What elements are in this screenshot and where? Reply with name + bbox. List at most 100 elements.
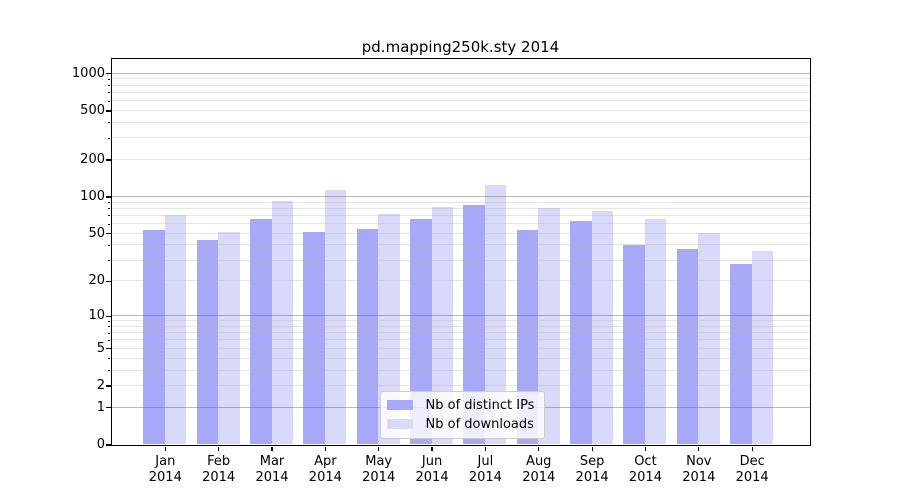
y-minor-tick xyxy=(107,326,111,328)
y-minor-tick xyxy=(107,208,111,210)
bar-distinct-ips xyxy=(250,219,272,445)
gridline-minor xyxy=(111,110,810,111)
y-minor-tick xyxy=(107,385,111,387)
y-tick-label: 500 xyxy=(80,103,105,118)
gridline-minor xyxy=(111,259,810,261)
x-tick-month: Aug xyxy=(526,454,552,469)
x-tick-month: Oct xyxy=(634,454,657,469)
x-tick-label: Aug 2014 xyxy=(512,454,566,485)
gridline-minor xyxy=(111,223,810,225)
x-tick-year: 2014 xyxy=(308,469,342,485)
bar-downloads xyxy=(698,233,720,445)
y-minor-tick xyxy=(107,332,111,334)
bar-downloads xyxy=(591,211,614,445)
bar-distinct-ips xyxy=(730,263,752,445)
y-minor-tick xyxy=(107,78,111,80)
y-minor-tick xyxy=(107,92,111,94)
y-minor-tick xyxy=(107,348,111,350)
y-tick-label: 5 xyxy=(96,340,105,356)
x-tick-month: Sep xyxy=(579,454,605,469)
y-minor-tick xyxy=(107,320,111,322)
x-tick xyxy=(484,446,486,451)
gridline-minor xyxy=(111,357,810,359)
y-tick xyxy=(106,73,111,75)
y-minor-tick xyxy=(107,260,111,261)
y-minor-tick xyxy=(107,358,111,360)
bar-downloads xyxy=(538,208,560,445)
bar-downloads xyxy=(484,184,507,445)
bar-distinct-ips xyxy=(410,218,432,445)
x-tick-month: May xyxy=(365,454,393,469)
bar-distinct-ips xyxy=(303,232,325,445)
plot-area: Nb of distinct IPs Nb of downloads xyxy=(110,57,811,446)
bar-downloads xyxy=(218,232,240,445)
bar-distinct-ips xyxy=(356,229,379,445)
gridline-minor xyxy=(111,325,810,327)
gridline-minor xyxy=(111,137,810,139)
y-tick-label: 1 xyxy=(96,399,105,415)
y-tick xyxy=(106,315,111,317)
x-tick-label: Apr 2014 xyxy=(298,454,352,485)
bar-downloads xyxy=(378,213,400,445)
gridline-minor xyxy=(111,339,810,341)
gridline-minor xyxy=(111,100,810,102)
x-tick xyxy=(271,446,273,451)
gridline-minor xyxy=(111,232,810,234)
x-tick-month: Mar xyxy=(259,454,285,469)
x-tick-label: Mar 2014 xyxy=(245,454,299,485)
legend-label-distinct-ips: Nb of distinct IPs xyxy=(425,397,535,413)
gridline-minor xyxy=(111,159,810,161)
x-tick-year: 2014 xyxy=(202,469,236,485)
gridline-minor xyxy=(111,121,810,123)
x-tick-year: 2014 xyxy=(148,469,182,485)
y-minor-tick xyxy=(107,370,111,372)
x-tick-year: 2014 xyxy=(468,469,502,485)
y-tick-label: 50 xyxy=(88,225,105,241)
x-tick xyxy=(591,446,593,451)
x-tick xyxy=(164,446,166,451)
x-tick-year: 2014 xyxy=(682,469,716,485)
x-tick-year: 2014 xyxy=(255,469,289,485)
bar-distinct-ips xyxy=(143,230,165,445)
y-minor-tick xyxy=(107,339,111,341)
bar-downloads xyxy=(751,250,774,445)
x-tick-year: 2014 xyxy=(628,469,662,485)
x-tick xyxy=(698,446,700,451)
gridline-minor xyxy=(111,207,810,209)
x-tick-year: 2014 xyxy=(362,469,396,485)
x-tick-month: Nov xyxy=(686,454,712,469)
legend-item-distinct-ips: Nb of distinct IPs xyxy=(386,396,535,415)
y-tick-label: 2 xyxy=(96,377,105,393)
gridline-minor xyxy=(111,332,810,334)
y-minor-tick xyxy=(107,223,111,225)
y-minor-tick xyxy=(107,233,111,235)
bar-distinct-ips xyxy=(623,244,645,445)
y-minor-tick xyxy=(107,244,111,246)
y-minor-tick xyxy=(107,137,111,139)
y-minor-tick xyxy=(107,280,111,282)
legend-item-downloads: Nb of downloads xyxy=(386,415,535,434)
x-tick xyxy=(538,446,540,451)
x-tick-year: 2014 xyxy=(575,469,609,485)
gridline-minor xyxy=(111,280,810,282)
gridline-major xyxy=(111,196,810,198)
gridline-minor xyxy=(111,78,810,80)
x-tick xyxy=(218,446,220,451)
gridline-minor xyxy=(111,347,810,349)
y-tick-label: 0 xyxy=(96,437,105,452)
bar-distinct-ips xyxy=(196,239,219,445)
x-tick-year: 2014 xyxy=(415,469,449,485)
y-tick-label: 200 xyxy=(80,152,105,168)
x-tick xyxy=(378,446,380,451)
bar-downloads xyxy=(644,218,667,445)
bar-downloads xyxy=(431,207,454,445)
gridline-minor xyxy=(111,201,810,203)
x-tick-year: 2014 xyxy=(735,469,769,485)
bar-distinct-ips xyxy=(570,221,592,445)
gridline-minor xyxy=(111,384,810,386)
gridline-minor xyxy=(111,214,810,216)
x-tick-month: Jan xyxy=(155,454,176,469)
y-minor-tick xyxy=(107,100,111,102)
bar-downloads xyxy=(271,200,293,445)
